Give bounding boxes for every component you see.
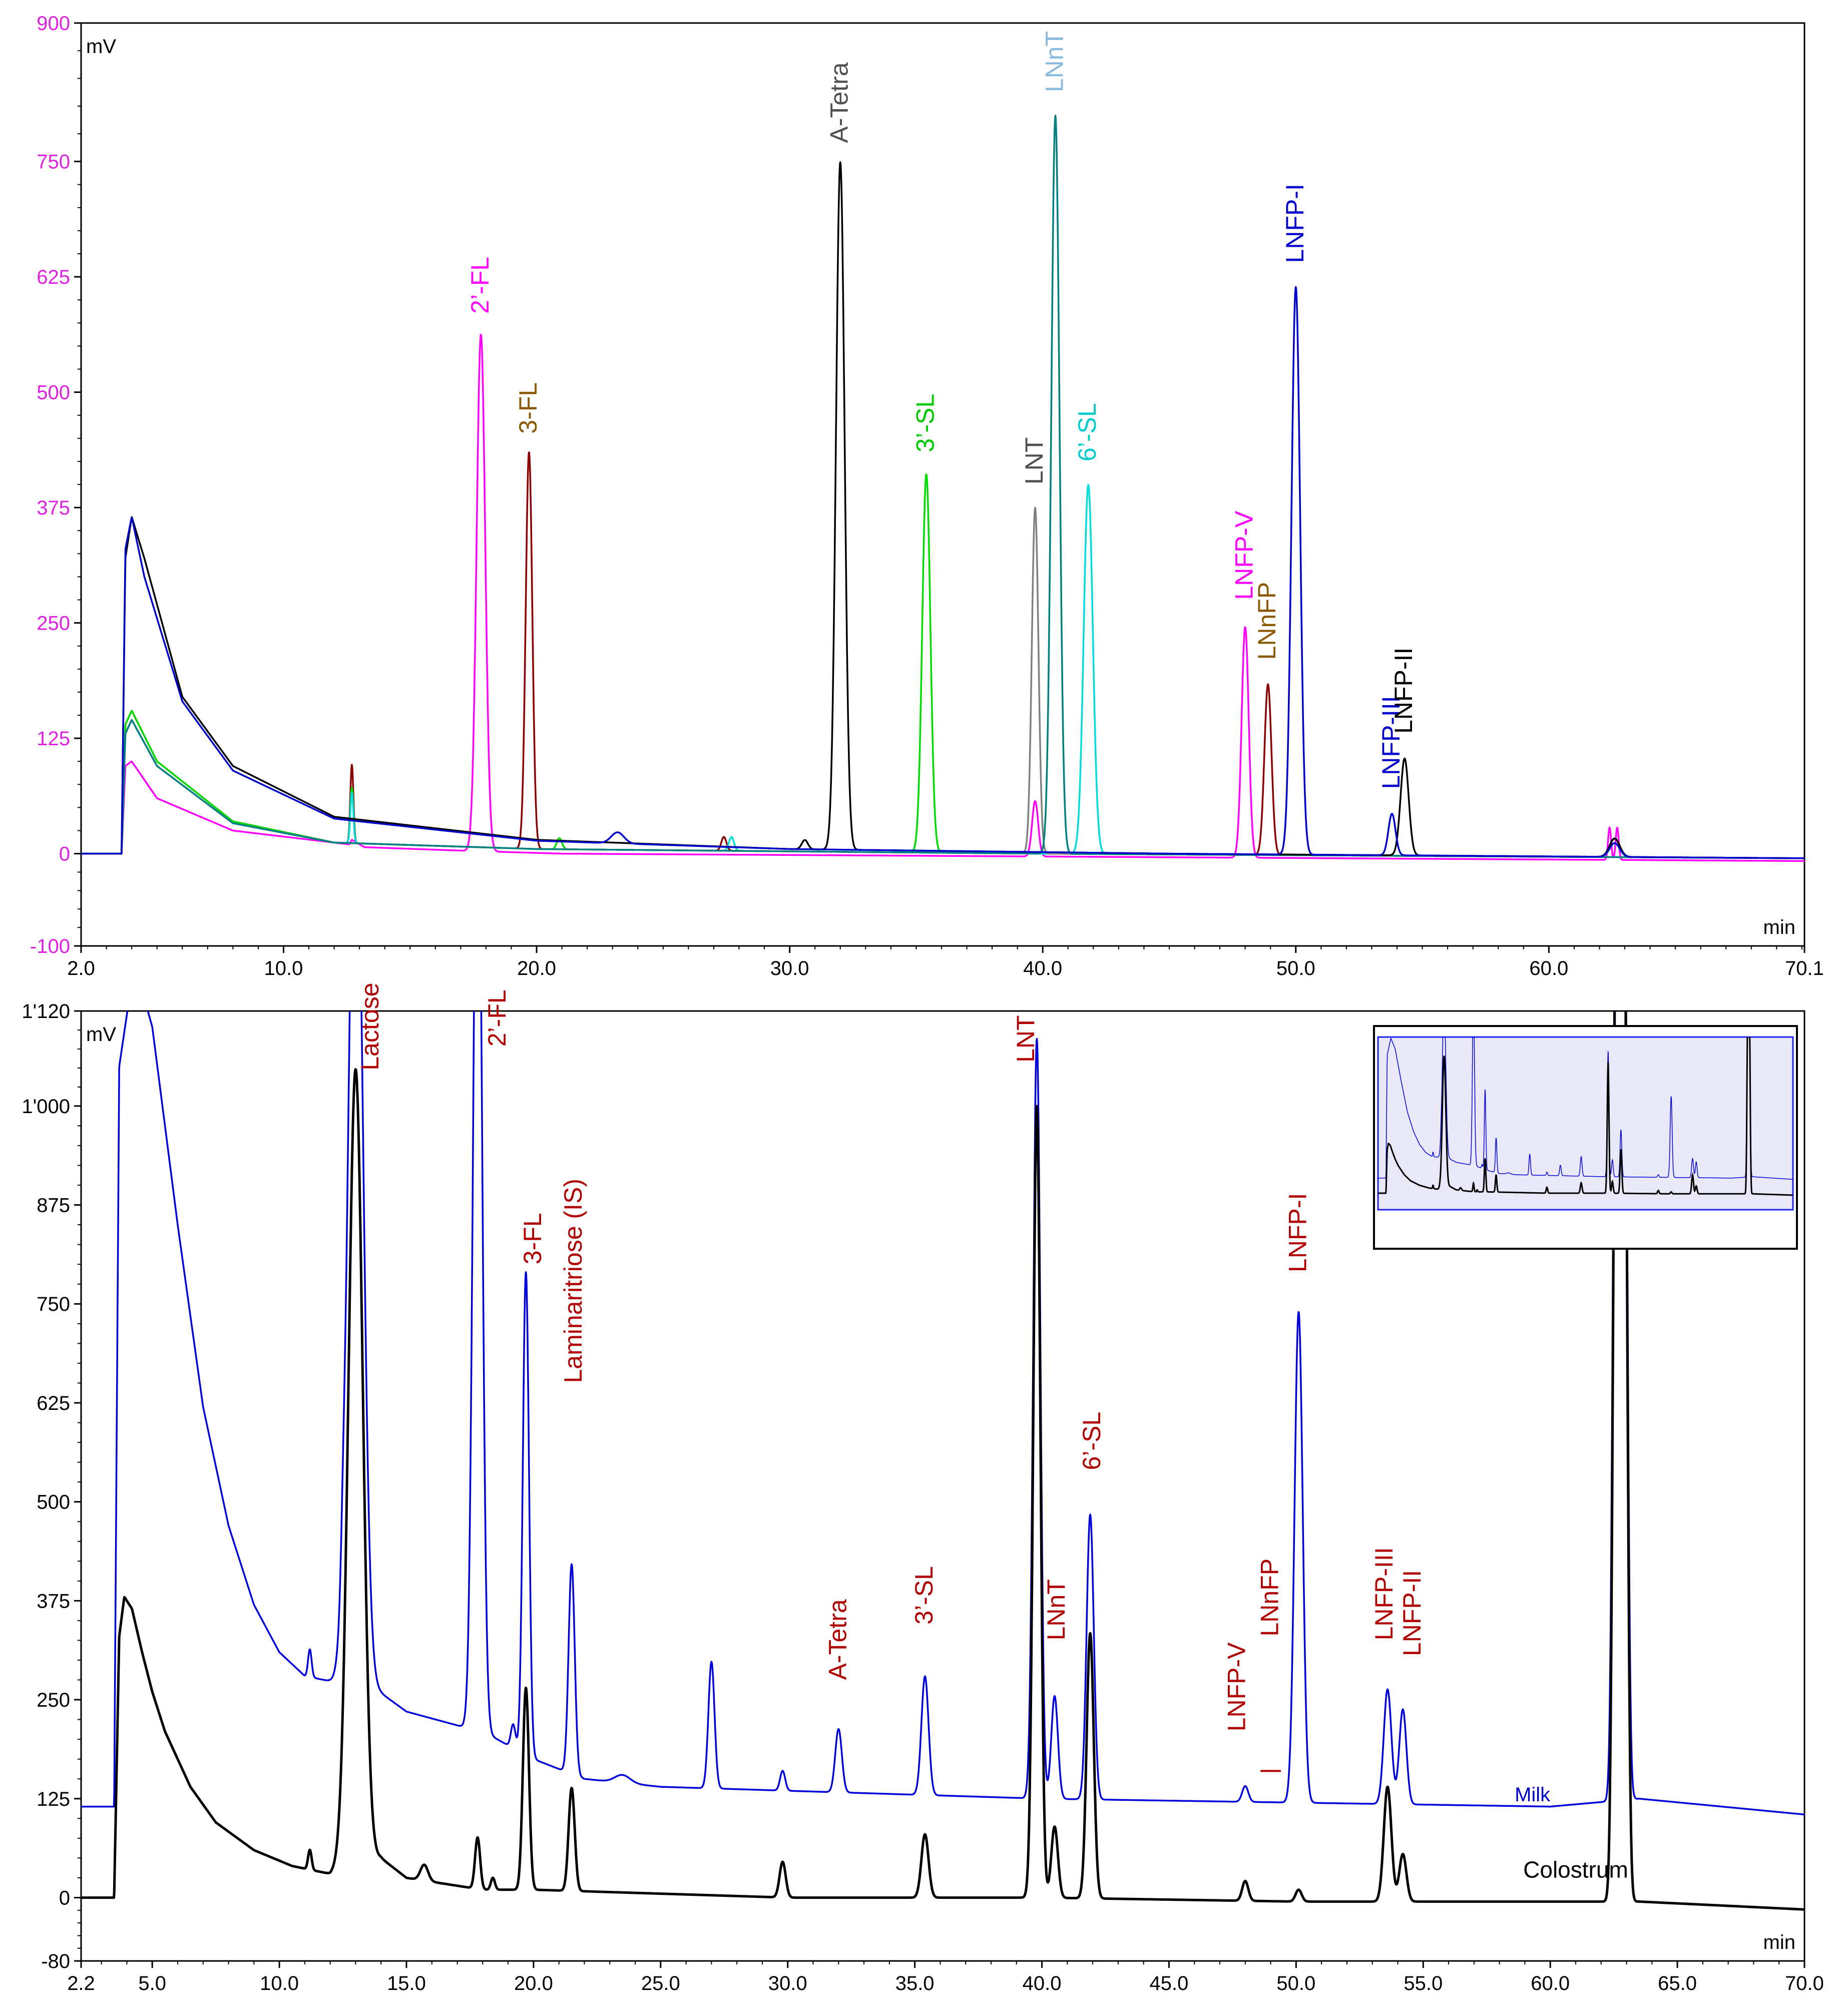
series-2-fl-std: [81, 334, 1804, 862]
y-tick-label: 625: [37, 266, 70, 288]
peak-label: LNFP-III: [1377, 696, 1405, 789]
peak-label: Laminaritriose (IS): [559, 1179, 587, 1383]
peak-label: 2’-FL: [466, 257, 494, 314]
y-tick-label: 750: [37, 151, 70, 173]
inset-overview: [1373, 1025, 1798, 1250]
y-tick-label: 125: [37, 1788, 70, 1810]
inset-trace: [1378, 1037, 1793, 1196]
peak-label: LNFP-V: [1230, 511, 1258, 600]
samples-plot-frame: [80, 1010, 1805, 1962]
x-tick-label: 45.0: [1150, 1972, 1189, 1994]
x-tick-label: 60.0: [1531, 1972, 1570, 1994]
x-tick-label: 30.0: [770, 957, 809, 979]
peak-label: LNnFP: [1253, 582, 1281, 660]
x-tick-label: 50.0: [1276, 1972, 1315, 1994]
peak-label: LNFP-V: [1223, 1642, 1251, 1731]
x-tick-label: 25.0: [641, 1972, 680, 1994]
y-tick-label: -100: [30, 935, 70, 957]
legend-milk: Milk: [1515, 1784, 1551, 1806]
peak-label: LNFP-II: [1398, 1570, 1426, 1656]
peak-label: LNFP-II: [1390, 648, 1418, 734]
peak-label: A-Tetra: [823, 1599, 851, 1680]
peak-label: 3-FL: [519, 1213, 547, 1264]
inset-trace: [1378, 1037, 1793, 1180]
peak-label: LNT: [1012, 1015, 1040, 1062]
peak-label: 6’-SL: [1073, 403, 1101, 461]
y-tick-label: 250: [37, 613, 70, 635]
x-tick-label: 40.0: [1023, 957, 1062, 979]
x-tick-label: 10.0: [264, 957, 303, 979]
peak-label: 6’-SL: [1078, 1412, 1106, 1470]
y-tick-label: 875: [37, 1195, 70, 1217]
y-axis-label: mV: [86, 1024, 116, 1046]
samples-traces: [81, 1011, 1804, 1911]
x-tick-label: 20.0: [514, 1972, 553, 1994]
peak-label: LNnT: [1042, 1579, 1070, 1640]
y-tick-label: -80: [41, 1950, 70, 1972]
x-tick-label: 15.0: [387, 1972, 426, 1994]
x-tick-label: 5.0: [138, 1972, 166, 1994]
x-tick-label: 2.2: [67, 1972, 95, 1994]
y-tick-label: 625: [37, 1392, 70, 1414]
y-tick-label: 500: [37, 382, 70, 404]
y-tick-label: 0: [59, 843, 70, 865]
x-tick-label: 50.0: [1276, 957, 1315, 979]
peak-label: Lactose: [356, 983, 384, 1071]
x-tick-label: 70.1: [1785, 957, 1824, 979]
y-tick-label: 0: [59, 1887, 70, 1909]
x-tick-label: 10.0: [260, 1972, 299, 1994]
x-axis-label: min: [1763, 1931, 1795, 1953]
x-tick-label: 60.0: [1529, 957, 1568, 979]
peak-label: 3’-SL: [910, 1566, 938, 1625]
y-axis-label: mV: [86, 36, 116, 58]
series-milk: [81, 1011, 1804, 1816]
peak-label: LNnFP: [1256, 1559, 1284, 1637]
y-tick-label: 375: [37, 497, 70, 519]
y-tick-label: 1'000: [22, 1096, 70, 1118]
standards-chromatogram: -100 0 125 250 375 500 625 750 900 2.0 10.0 20.0 30.…: [30, 13, 1824, 979]
y-tick-label: 750: [37, 1293, 70, 1315]
x-tick-label: 2.0: [67, 957, 95, 979]
x-tick-label: 40.0: [1023, 1972, 1062, 1994]
samples-chromatogram: -80 0 125 250 375 500 625 750 875 1'000 1'120 2.2 5.…: [22, 983, 1824, 1995]
x-tick-label: 55.0: [1404, 1972, 1443, 1994]
y-tick-label: 250: [37, 1689, 70, 1711]
peak-label: LNT: [1020, 437, 1048, 484]
series-lnfp-i-std: [81, 286, 1804, 859]
legend-colostrum: Colostrum: [1523, 1856, 1628, 1882]
y-tick-label: 1'120: [22, 1000, 70, 1023]
peak-label: A-Tetra: [825, 62, 853, 143]
peak-label: LNFP-I: [1281, 184, 1309, 263]
y-tick-label: 900: [37, 13, 70, 35]
standards-traces: [81, 115, 1804, 862]
series-colostrum: [81, 1011, 1804, 1911]
x-tick-label: 65.0: [1658, 1972, 1697, 1994]
peak-label: 3’-SL: [911, 394, 940, 452]
x-axis-label: min: [1763, 916, 1795, 938]
peak-label: LNnT: [1040, 31, 1068, 92]
x-tick-label: 20.0: [517, 957, 556, 979]
peak-label: 2’-FL: [483, 989, 511, 1047]
x-tick-label: 30.0: [768, 1972, 807, 1994]
y-tick-label: 125: [37, 728, 70, 750]
y-tick-label: 500: [37, 1491, 70, 1514]
x-tick-label: 70.0: [1785, 1972, 1824, 1994]
x-tick-label: 35.0: [895, 1972, 935, 1994]
peak-label: LNFP-I: [1283, 1193, 1311, 1272]
peak-label: 3-FL: [514, 382, 542, 434]
y-tick-label: 375: [37, 1590, 70, 1612]
peak-label: LNFP-III: [1370, 1547, 1398, 1640]
